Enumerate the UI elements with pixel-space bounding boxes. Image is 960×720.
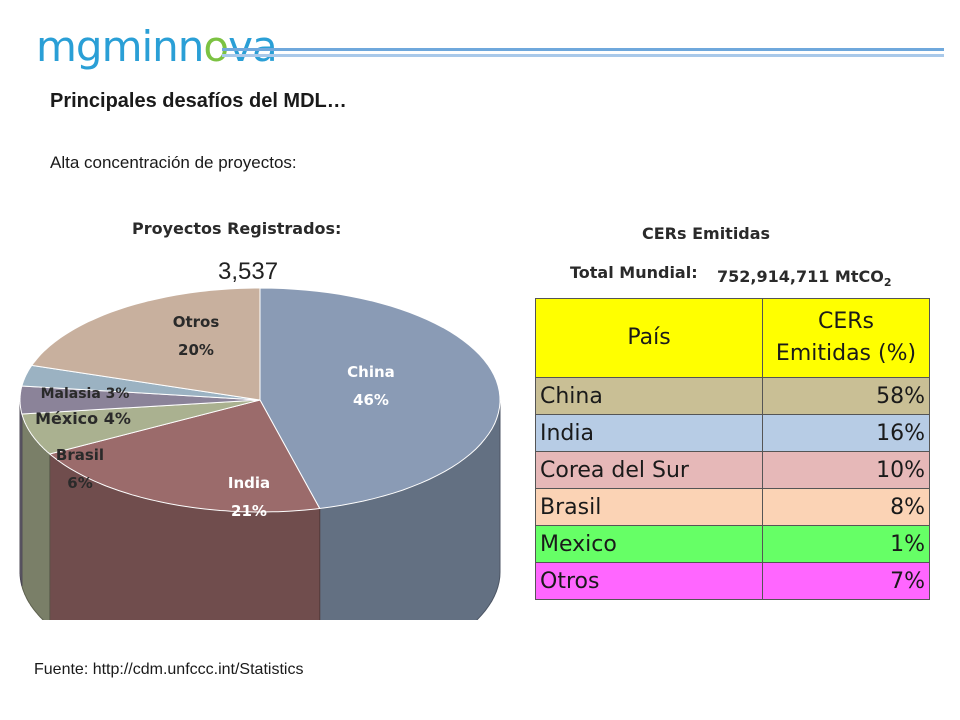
source-note: Fuente: http://cdm.unfccc.int/Statistics [34,661,304,678]
cer-total-label: Total Mundial: [570,263,698,282]
table-row: India 16% [535,414,930,452]
pie-label-brasil: Brasil 6% [56,446,104,492]
pie-slice-brasil [21,399,261,455]
header-cers: CERs Emitidas (%) [762,298,930,378]
cell-cers-percent: 1% [762,525,930,563]
pie-slice-otros [30,287,261,401]
page-subheading: Alta concentración de proyectos: [50,153,297,172]
cer-table: País CERs Emitidas (%) China 58% India 16% Co… [535,298,930,600]
pie-side-méxico [19,400,23,587]
logo-part1: mgminn [36,22,204,71]
cer-total-subscript: 2 [883,276,892,290]
pie-labels: China 46% India 21% Brasil 6% México 4% Malasia… [35,313,395,520]
cell-country: Otros [535,562,763,600]
page-heading: Principales desafíos del MDL… [50,90,347,112]
cell-country: Mexico [535,525,763,563]
pie-label-india: India 21% [228,474,270,520]
cer-table-body: China 58% India 16% Corea del Sur 10% Brasil 8%… [535,377,930,600]
logo-globe-letter: o [203,22,229,71]
table-row: Mexico 1% [535,525,930,563]
cell-cers-percent: 16% [762,414,930,452]
cer-table-header: País CERs Emitidas (%) [535,298,930,378]
pie-label-otros: Otros 20% [173,313,220,359]
header-country: País [535,298,763,378]
logo-text: mgminnova [36,22,278,71]
table-row: China 58% [535,377,930,415]
pie-chart: China 46% India 21% Brasil 6% México 4% Malasia… [19,287,501,620]
table-row: Brasil 8% [535,488,930,526]
cer-total-number: 752,914,711 MtCO [717,267,884,286]
cell-country: India [535,414,763,452]
pie-chart-title: Proyectos Registrados: [132,219,342,238]
cell-cers-percent: 58% [762,377,930,415]
pie-slice-india [48,399,321,513]
pie-chart-total: 3,537 [218,258,279,285]
header-rule [222,48,944,60]
pie-slices [19,287,501,513]
pie-slice-méxico [19,385,261,415]
table-row: Corea del Sur 10% [535,451,930,489]
header-cers-line1: CERs [817,309,874,334]
pie-label-china: China 46% [347,363,395,409]
cell-country: Brasil [535,488,763,526]
cell-cers-percent: 8% [762,488,930,526]
header-cers-line2: Emitidas (%) [775,341,917,366]
cer-total-value: 752,914,711 MtCO2 [717,267,892,289]
pie-label-méxico: México 4% [35,409,131,428]
cer-title: CERs Emitidas [642,224,771,243]
logo: mgminnova [36,22,278,72]
cell-country: Corea del Sur [535,451,763,489]
cell-cers-percent: 7% [762,562,930,600]
logo-part3: va [228,22,278,71]
cell-cers-percent: 10% [762,451,930,489]
pie-label-malasia: Malasia 3% [41,386,130,402]
table-row: Otros 7% [535,562,930,600]
pie-slice-china [259,287,501,510]
cell-country: China [535,377,763,415]
